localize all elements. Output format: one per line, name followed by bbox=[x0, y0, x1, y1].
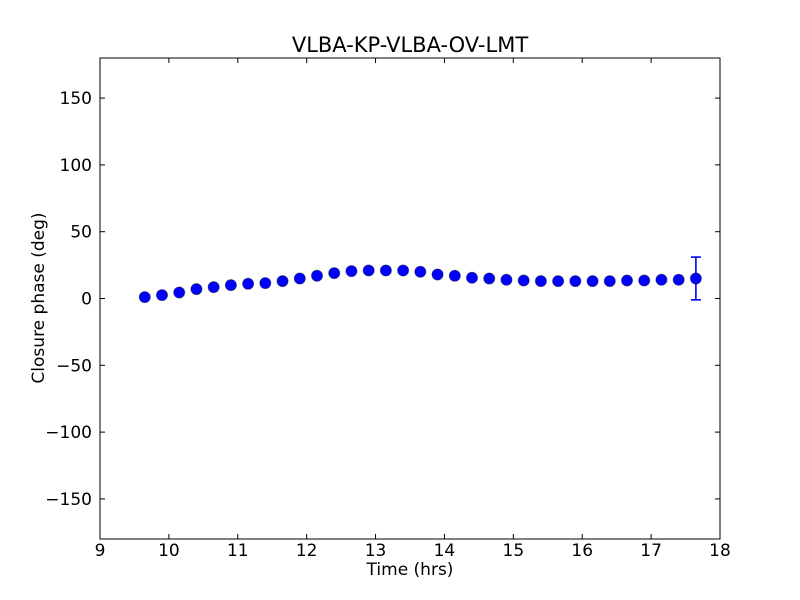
x-tick-label: 15 bbox=[503, 541, 525, 561]
plot-title: VLBA-KP-VLBA-OV-LMT bbox=[291, 33, 529, 57]
data-point bbox=[569, 275, 582, 288]
x-tick-label: 11 bbox=[227, 541, 249, 561]
data-point bbox=[190, 283, 203, 296]
data-point bbox=[483, 272, 496, 285]
data-point bbox=[379, 264, 392, 277]
data-point bbox=[534, 275, 547, 288]
y-tick-label: 0 bbox=[81, 290, 92, 310]
x-axis-label: Time (hrs) bbox=[366, 560, 454, 580]
axes-frame bbox=[99, 57, 721, 540]
data-point bbox=[293, 272, 306, 285]
data-point bbox=[586, 275, 599, 288]
data-point bbox=[207, 281, 220, 294]
data-point bbox=[638, 274, 651, 287]
data-point bbox=[345, 265, 358, 278]
data-point bbox=[672, 273, 685, 286]
data-point bbox=[603, 275, 616, 288]
x-tick-label: 14 bbox=[434, 541, 456, 561]
y-tick-label: 50 bbox=[70, 223, 92, 243]
data-point bbox=[259, 277, 272, 290]
data-point bbox=[362, 264, 375, 277]
data-point bbox=[138, 291, 151, 304]
y-tick-label: 150 bbox=[60, 89, 92, 109]
data-point bbox=[276, 275, 289, 288]
data-point bbox=[328, 267, 341, 280]
y-tick-label: −50 bbox=[56, 356, 92, 376]
data-point bbox=[173, 286, 186, 299]
data-point bbox=[621, 274, 633, 287]
x-tick-label: 17 bbox=[640, 541, 662, 561]
data-point bbox=[242, 277, 255, 290]
data-point bbox=[448, 269, 461, 282]
data-point bbox=[689, 272, 702, 285]
data-point bbox=[517, 274, 530, 287]
x-tick-label: 18 bbox=[709, 541, 731, 561]
data-point bbox=[311, 269, 323, 282]
data-point bbox=[224, 279, 237, 292]
data-point bbox=[655, 273, 668, 286]
x-tick-label: 16 bbox=[571, 541, 593, 561]
x-tick-label: 10 bbox=[158, 541, 180, 561]
data-point bbox=[156, 289, 168, 302]
data-point bbox=[414, 265, 427, 278]
data-point bbox=[552, 275, 565, 288]
x-tick-label: 9 bbox=[95, 541, 106, 561]
data-point bbox=[500, 273, 513, 286]
data-point bbox=[397, 264, 410, 277]
x-tick-label: 13 bbox=[365, 541, 387, 561]
y-tick-label: −100 bbox=[45, 423, 92, 443]
y-tick-label: 100 bbox=[60, 156, 92, 176]
data-point bbox=[431, 268, 444, 281]
y-axis-label: Closure phase (deg) bbox=[29, 212, 49, 384]
data-point bbox=[466, 271, 478, 284]
y-tick-label: −150 bbox=[45, 490, 92, 510]
x-tick-label: 12 bbox=[296, 541, 318, 561]
